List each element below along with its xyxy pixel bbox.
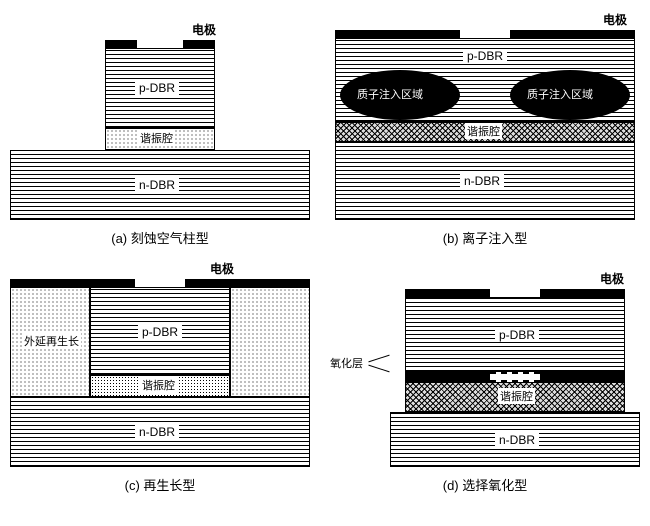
pdbr-label: p-DBR <box>138 325 182 339</box>
electrode-left <box>335 30 460 38</box>
electrode-left <box>405 289 490 297</box>
electrode-label: 电极 <box>210 260 234 277</box>
oxide-right <box>540 372 625 382</box>
cavity-label: 谐振腔 <box>498 388 535 404</box>
pdbr-label: p-DBR <box>495 328 539 342</box>
oxide-left <box>405 372 490 382</box>
ndbr-label: n-DBR <box>135 425 179 439</box>
oxide-line-1 <box>368 355 389 363</box>
cavity-label: 谐振腔 <box>465 123 502 139</box>
ndbr-label: n-DBR <box>495 433 539 447</box>
pdbr-label: p-DBR <box>135 81 179 95</box>
caption-c: (c) 再生长型 <box>125 475 196 494</box>
electrode-right <box>540 289 625 297</box>
electrode-right <box>183 40 215 48</box>
ndbr-label: n-DBR <box>460 174 504 188</box>
proton-label-right: 质子注入区域 <box>527 86 593 102</box>
electrode-left <box>105 40 137 48</box>
diagram-b: n-DBR 谐振腔 p-DBR 质子注入区域 质子注入区域 电极 <box>335 10 635 220</box>
oxide-line-2 <box>368 365 389 373</box>
caption-d: (d) 选择氧化型 <box>443 475 528 494</box>
regrowth-label: 外延再生长 <box>22 333 81 349</box>
ndbr-label: n-DBR <box>135 178 179 192</box>
electrode-right <box>510 30 635 38</box>
proton-label-left: 质子注入区域 <box>357 86 423 102</box>
electrode-right <box>185 279 310 287</box>
diagram-a: n-DBR 谐振腔 p-DBR 电极 <box>10 10 310 220</box>
oxide-label: 氧化层 <box>330 355 363 371</box>
electrode-label: 电极 <box>600 270 624 287</box>
electrode-left <box>10 279 135 287</box>
cavity-label: 谐振腔 <box>138 130 175 146</box>
electrode-label: 电极 <box>192 21 216 38</box>
cavity-label: 谐振腔 <box>140 377 177 393</box>
electrode-label: 电极 <box>603 11 627 28</box>
diagram-c: n-DBR 外延再生长 谐振腔 p-DBR 电极 <box>10 257 310 467</box>
regrowth-right <box>230 287 310 397</box>
diagram-d: 氧化层 n-DBR 谐振腔 p-DBR 电极 <box>330 257 640 467</box>
caption-b: (b) 离子注入型 <box>443 228 528 247</box>
aperture <box>490 372 540 382</box>
caption-a: (a) 刻蚀空气柱型 <box>111 228 209 247</box>
pdbr-label: p-DBR <box>463 49 507 63</box>
